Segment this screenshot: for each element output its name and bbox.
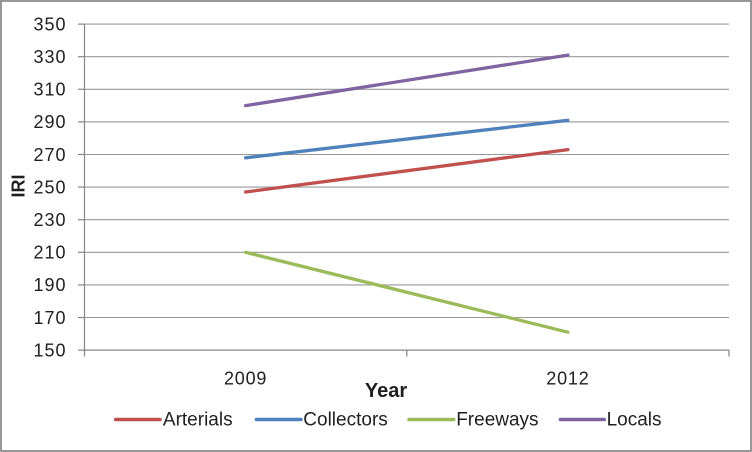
svg-text:170: 170: [33, 308, 66, 328]
svg-text:Arterials: Arterials: [163, 409, 233, 430]
svg-text:IRI: IRI: [9, 174, 29, 197]
svg-text:2009: 2009: [224, 369, 267, 389]
svg-text:Year: Year: [365, 380, 407, 402]
svg-text:210: 210: [33, 243, 66, 263]
svg-text:270: 270: [33, 145, 66, 165]
svg-text:Freeways: Freeways: [456, 409, 538, 430]
svg-text:Locals: Locals: [607, 409, 662, 430]
svg-text:Collectors: Collectors: [303, 409, 387, 430]
svg-text:350: 350: [33, 14, 66, 34]
svg-text:250: 250: [33, 177, 66, 197]
svg-text:2012: 2012: [546, 369, 589, 389]
svg-text:290: 290: [33, 112, 66, 132]
svg-text:310: 310: [33, 80, 66, 100]
svg-text:330: 330: [33, 47, 66, 67]
svg-text:150: 150: [33, 340, 66, 360]
svg-text:190: 190: [33, 275, 66, 295]
svg-text:230: 230: [33, 210, 66, 230]
